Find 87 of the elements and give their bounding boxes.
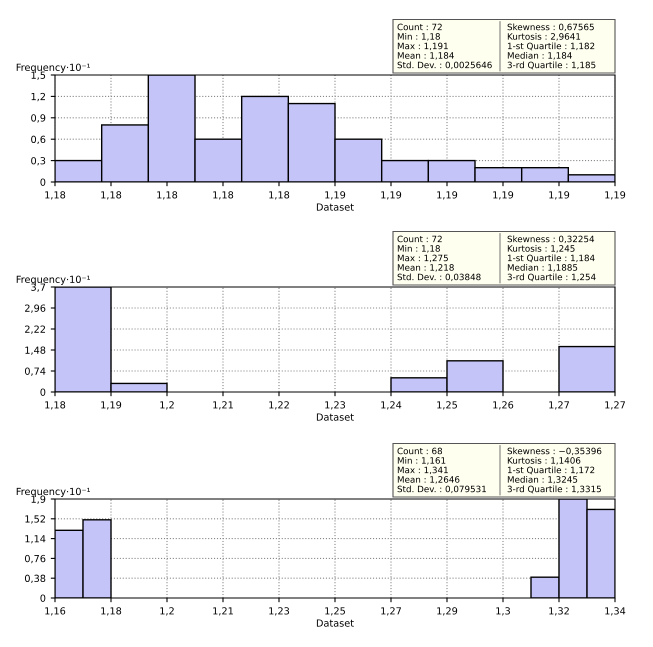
text: Skewness : 0,67565 <box>508 24 594 32</box>
y-tick-label: 3,7 <box>31 283 46 292</box>
text: Skewness : 0,32254 <box>508 236 594 244</box>
x-tick-label: 1,27 <box>381 607 401 616</box>
x-tick-label: 1,29 <box>437 607 458 616</box>
text: Std. Dev. : 0,03848 <box>398 274 481 282</box>
text: Count : 68 <box>397 448 442 454</box>
text: Mean : 1,218 <box>398 264 454 272</box>
x-tick-label: 1,19 <box>605 191 626 200</box>
x-tick-label: 1,19 <box>549 191 570 200</box>
text: 3-rd Quartile : 1,254 <box>508 274 596 282</box>
text: Min : 1,161 <box>398 457 446 465</box>
y-tick-label: 1,52 <box>25 515 45 524</box>
x-tick-label: 1,26 <box>493 401 514 410</box>
y-tick-label: 0 <box>40 178 46 186</box>
y-tick-label: 0,3 <box>31 157 46 166</box>
x-tick-label: 1,19 <box>381 191 402 200</box>
text: 1-st Quartile : 1,184 <box>508 254 595 262</box>
x-tick-label: 1,23 <box>269 607 290 616</box>
text: Count : 72 <box>397 24 442 30</box>
x-tick-label: 1,21 <box>213 401 233 410</box>
y-axis-title: Frequency·10⁻¹ <box>16 64 90 73</box>
text: Max : 1,275 <box>398 254 448 262</box>
text: Max : 1,341 <box>398 466 448 474</box>
y-axis-title: Frequency·10⁻¹ <box>16 276 90 285</box>
x-tick-label: 1,19 <box>325 191 346 200</box>
text: Median : 1,3245 <box>508 476 578 484</box>
x-tick-label: 1,19 <box>101 401 122 410</box>
y-tick-label: 1,48 <box>25 346 46 355</box>
text: Std. Dev. : 0,079531 <box>398 486 486 494</box>
text: 1-st Quartile : 1,172 <box>508 466 594 474</box>
y-tick-label: 0,74 <box>24 367 46 376</box>
text: 3-rd Quartile : 1,3315 <box>508 486 601 494</box>
x-tick-label: 1,21 <box>213 607 233 616</box>
text: Count : 72 <box>397 236 442 242</box>
text: Std. Dev. : 0,0025646 <box>398 62 492 70</box>
x-tick-label: 1,2 <box>160 401 174 410</box>
text: Median : 1,1885 <box>508 264 578 272</box>
y-tick-label: 0,6 <box>31 136 46 144</box>
text: 3-rd Quartile : 1,185 <box>508 62 596 70</box>
y-tick-label: 1,2 <box>32 92 45 102</box>
y-tick-label: 0,76 <box>24 554 46 564</box>
x-axis-title: Dataset <box>316 620 354 627</box>
y-tick-label: 0,9 <box>31 114 46 123</box>
text: Max : 1,191 <box>398 42 448 50</box>
x-tick-label: 1,19 <box>437 191 458 200</box>
x-tick-label: 1,3 <box>496 607 510 616</box>
text: Kurtosis : 1,245 <box>508 245 575 253</box>
x-tick-label: 1,32 <box>549 607 569 616</box>
x-tick-label: 1,27 <box>549 401 569 410</box>
x-axis-title: Dataset <box>316 204 354 211</box>
x-tick-label: 1,27 <box>605 401 625 410</box>
text: Skewness : −0,35396 <box>508 448 602 456</box>
x-tick-label: 1,23 <box>325 401 346 410</box>
x-tick-label: 1,25 <box>437 401 457 410</box>
text: Kurtosis : 2,9641 <box>508 33 580 41</box>
y-axis-title: Frequency·10⁻¹ <box>16 488 90 498</box>
y-tick-label: 1,14 <box>25 535 46 544</box>
y-tick-label: 0,38 <box>24 574 46 584</box>
x-tick-label: 1,16 <box>45 607 66 616</box>
x-tick-label: 1,22 <box>269 401 289 410</box>
y-tick-label: 1,9 <box>32 495 46 504</box>
text: Median : 1,184 <box>508 52 572 60</box>
x-tick-label: 1,25 <box>325 607 345 616</box>
text: Min : 1,18 <box>398 245 440 253</box>
text: Min : 1,18 <box>398 33 440 41</box>
text: Mean : 1,2646 <box>398 476 460 484</box>
x-tick-label: 1,18 <box>157 191 178 200</box>
text: Mean : 1,184 <box>398 52 454 60</box>
x-tick-label: 1,19 <box>493 191 514 200</box>
x-tick-label: 1,18 <box>269 191 290 200</box>
x-tick-label: 1,24 <box>381 401 402 410</box>
x-tick-label: 1,18 <box>101 607 122 616</box>
y-tick-label: 0 <box>40 388 46 396</box>
x-tick-label: 1,18 <box>45 401 66 410</box>
text: Kurtosis : 1,1406 <box>508 457 580 465</box>
y-tick-label: 2,96 <box>25 304 46 313</box>
x-axis-title: Dataset <box>316 414 354 421</box>
x-tick-label: 1,18 <box>101 191 122 200</box>
x-tick-label: 1,18 <box>213 191 234 200</box>
y-tick-label: 2,22 <box>25 325 45 334</box>
x-tick-label: 1,34 <box>605 607 626 616</box>
x-tick-label: 1,18 <box>45 191 66 200</box>
x-tick-label: 1,2 <box>160 607 174 616</box>
y-tick-label: 1,5 <box>32 72 46 80</box>
text: 1-st Quartile : 1,182 <box>508 42 594 50</box>
y-tick-label: 0 <box>40 594 46 602</box>
